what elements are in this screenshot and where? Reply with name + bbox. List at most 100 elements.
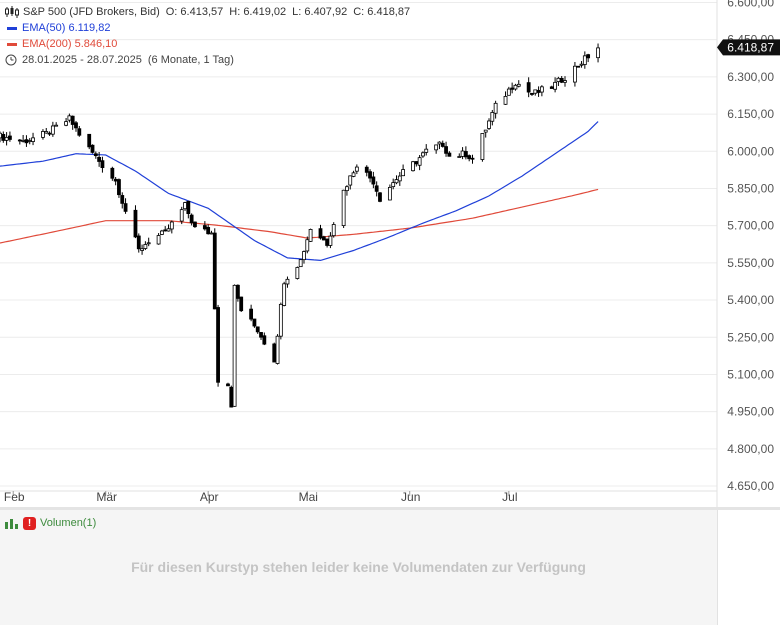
candle-body	[325, 238, 330, 246]
x-tick-label: Jul	[502, 490, 517, 504]
candle-body	[506, 88, 511, 96]
candle-body	[226, 383, 230, 387]
ema50-value: 6.119,82	[68, 22, 111, 34]
candle-body	[437, 141, 442, 145]
high-value: 6.419,02	[243, 6, 287, 18]
candlestick-icon	[5, 6, 19, 18]
x-tick-label: Feb	[4, 490, 25, 504]
candle-body	[156, 235, 161, 245]
candle-body	[41, 131, 45, 138]
candle-body	[447, 152, 452, 157]
candle-body	[295, 267, 300, 279]
y-tick-label: 4.800,00	[727, 442, 774, 456]
volume-legend[interactable]: ! Volumen(1)	[5, 515, 96, 531]
candle-body	[239, 296, 244, 312]
high-label: H:	[229, 6, 241, 18]
candle-body	[401, 169, 406, 177]
grid	[0, 1, 717, 487]
candle-body	[391, 182, 396, 188]
price-chart[interactable]: 4.650,00 4.800,00 4.950,00 5.100,00 5.250,00…	[0, 0, 780, 510]
candle-body	[249, 308, 254, 320]
range-row: 28.01.2025 - 28.07.2025 (6 Monate, 1 Tag…	[5, 52, 410, 68]
candle-body	[549, 86, 554, 89]
y-tick-label: 6.000,00	[727, 144, 774, 158]
candle-body	[364, 166, 369, 173]
candle-body	[414, 161, 419, 165]
ema200-value: 5.846,10	[74, 38, 118, 50]
candle-body	[440, 142, 445, 147]
candle-body	[526, 82, 531, 93]
candle-body	[298, 259, 303, 268]
volume-label: Volumen(1)	[40, 517, 97, 529]
candle-body	[586, 54, 591, 59]
candle-body	[232, 284, 237, 407]
candle-body	[100, 160, 105, 169]
x-tick-label: Jun	[401, 490, 420, 504]
axes: 4.650,00 4.800,00 4.950,00 5.100,00 5.250,00…	[0, 0, 780, 507]
candle-body	[321, 236, 326, 241]
clock-icon	[5, 54, 17, 66]
candle-body	[44, 131, 49, 134]
candle-body	[8, 135, 12, 140]
candle-body	[120, 195, 125, 204]
candle-body	[417, 157, 422, 166]
candle-body	[123, 203, 128, 212]
candle-body	[31, 137, 35, 142]
candle-body	[493, 102, 498, 114]
candle-body	[559, 77, 564, 83]
candle-body	[169, 221, 174, 230]
y-tick-label: 5.850,00	[727, 181, 774, 195]
candle-body	[259, 332, 263, 338]
candle-body	[368, 171, 372, 179]
candle-body	[143, 244, 148, 249]
candle-body	[47, 132, 52, 135]
candle-body	[146, 242, 151, 245]
ema200-legend[interactable]: EMA(200) 5.846,10	[5, 36, 410, 52]
candle-body	[160, 230, 164, 235]
candle-body	[54, 124, 59, 127]
candle-body	[457, 156, 462, 158]
candle-body	[513, 84, 518, 90]
candle-body	[285, 278, 290, 285]
candle-body	[596, 47, 600, 59]
candle-body	[483, 129, 488, 133]
candle-body	[387, 187, 392, 201]
bar-chart-icon	[5, 518, 18, 529]
ema200-line-group	[0, 188, 599, 244]
y-tick-label: 5.550,00	[727, 256, 774, 270]
candle-body	[354, 166, 359, 172]
ema200-label: EMA(200)	[22, 38, 72, 50]
period-label: (6 Monate, 1 Tag)	[147, 54, 234, 66]
date-range: 28.01.2025 - 28.07.2025	[22, 54, 142, 66]
candles	[0, 43, 600, 408]
candle-body	[573, 65, 577, 83]
candle-body	[252, 318, 257, 327]
warning-icon[interactable]: !	[23, 516, 36, 530]
candle-body	[77, 128, 82, 136]
ema50-legend[interactable]: EMA(50) 6.119,82	[5, 20, 410, 36]
candle-body	[470, 157, 475, 160]
instrument-row: S&P 500 (JFD Brokers, Bid) O: 6.413,57 H…	[5, 4, 410, 20]
ema50-line	[0, 121, 599, 262]
candle-body	[467, 155, 472, 160]
candle-body	[533, 89, 538, 94]
candle-body	[50, 125, 55, 135]
candle-body	[424, 148, 429, 153]
candle-body	[530, 93, 534, 95]
candle-body	[510, 87, 515, 90]
candle-body	[179, 209, 184, 222]
x-tick-label: Mai	[299, 490, 318, 504]
candle-body	[133, 209, 138, 238]
candle-body	[397, 175, 402, 182]
instrument-title: S&P 500 (JFD Brokers, Bid)	[23, 6, 160, 18]
candle-body	[189, 214, 194, 224]
y-tick-label: 5.700,00	[727, 219, 774, 233]
candle-body	[97, 156, 102, 162]
candle-body	[24, 139, 29, 144]
last-price-label: 6.418,87	[727, 40, 774, 54]
candle-body	[216, 307, 220, 383]
pane-separator[interactable]	[0, 507, 780, 510]
candle-body	[229, 386, 234, 408]
candle-body	[490, 112, 495, 122]
ema200-swatch	[7, 42, 17, 46]
